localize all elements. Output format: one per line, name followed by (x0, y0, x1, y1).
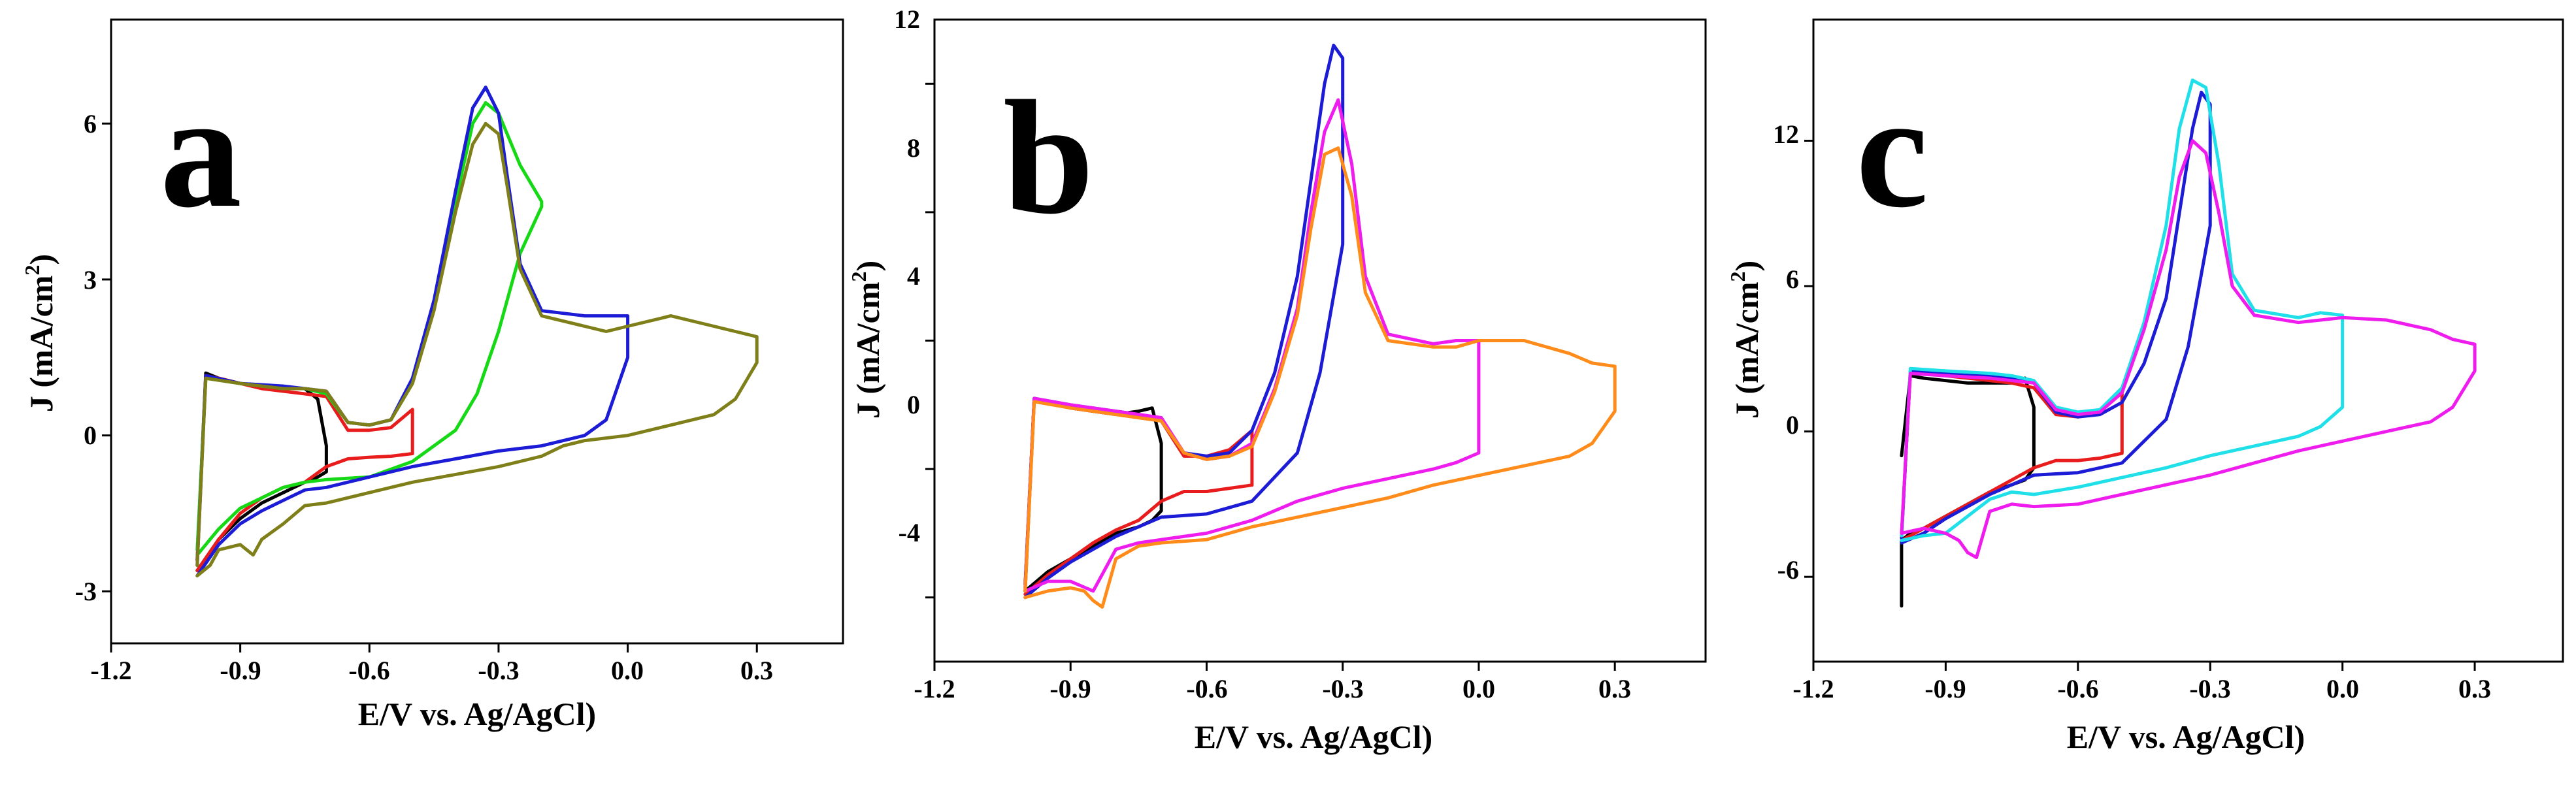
cv-curve-series-5 (1023, 146, 1617, 609)
y-axis-title-tail: ) (850, 261, 886, 272)
y-tick-label: 6 (1786, 265, 1799, 294)
y-axis-title: J (mA/cm2) (20, 254, 59, 412)
x-tick-label: -1.2 (90, 656, 131, 685)
x-axis-title: E/V vs. Ag/AgCl) (2067, 718, 2305, 755)
x-tick-label: 0.0 (1462, 674, 1495, 703)
y-tick-label: -3 (75, 577, 97, 606)
cv-curve-series-5 (195, 121, 759, 577)
curve-group (1900, 78, 2477, 608)
panel-label: c (1856, 61, 1928, 242)
y-axis-title: J (mA/cm2) (847, 261, 886, 419)
panel-label: a (160, 61, 242, 242)
x-tick-label: 0.3 (740, 656, 773, 685)
x-tick-label: 0.3 (1598, 674, 1631, 703)
y-tick-label: 12 (1773, 120, 1799, 149)
y-tick-label: 0 (907, 390, 920, 419)
y-axis-title-superscript: 2 (847, 272, 870, 282)
cv-curve-series-5 (1900, 139, 2477, 559)
panel-a: -1.2 -0.9 -0.6 -0.3 0.0 0.3 -3 0 3 6 E/V… (20, 18, 844, 732)
x-tick-label: -0.9 (1924, 674, 1966, 703)
tick-group (102, 122, 758, 652)
curve-group (195, 86, 759, 577)
cv-curve-series-3 (1900, 90, 2212, 545)
y-axis-title: J (mA/cm2) (1726, 261, 1765, 419)
panel-c: -1.2 -0.9 -0.6 -0.3 0.0 0.3 -6 0 6 12 E/… (1726, 18, 2564, 755)
cv-curve-series-1 (1023, 396, 1163, 593)
y-axis-title-tail: ) (23, 254, 59, 265)
y-axis-title-superscript: 2 (1726, 272, 1749, 282)
panel-label: b (1003, 67, 1094, 248)
x-tick-label: -0.3 (1322, 674, 1363, 703)
tick-group (1804, 139, 2476, 671)
x-tick-label: -0.6 (1186, 674, 1227, 703)
y-tick-label: -6 (1777, 555, 1799, 585)
y-tick-label: 8 (907, 133, 920, 163)
curve-group (1023, 43, 1617, 609)
x-tick-label: -0.3 (2189, 674, 2230, 703)
x-axis-title: E/V vs. Ag/AgCl) (1195, 718, 1432, 755)
x-tick-label: 0.0 (611, 656, 644, 685)
x-tick-label: -0.6 (348, 656, 389, 685)
y-tick-label: 6 (84, 109, 97, 138)
x-tick-label: -0.3 (478, 656, 519, 685)
y-axis-title-main: J (mA/cm (850, 282, 886, 419)
y-tick-label: 3 (84, 265, 97, 295)
y-axis-title-superscript: 2 (20, 265, 44, 276)
y-tick-label: 12 (894, 5, 920, 34)
cv-curve-series-3 (195, 101, 544, 557)
x-tick-label: -1.2 (914, 674, 955, 703)
plot-frame (110, 18, 844, 645)
y-tick-label: 0 (84, 421, 97, 450)
plot-frame (1812, 18, 2564, 663)
y-tick-label: 4 (907, 261, 920, 291)
y-tick-label: -4 (899, 518, 920, 547)
y-axis-title-main: J (mA/cm (23, 276, 59, 413)
y-axis-title-tail: ) (1728, 261, 1765, 272)
tick-group (925, 82, 1616, 671)
y-tick-label: 0 (1786, 410, 1799, 440)
x-axis-title: E/V vs. Ag/AgCl) (358, 696, 596, 732)
panel-b: -1.2 -0.9 -0.6 -0.3 0.0 0.3 -4 0 4 8 12 … (847, 5, 1707, 755)
cv-curve-series-4 (1900, 78, 2345, 542)
y-axis-title-main: J (mA/cm (1728, 282, 1765, 419)
x-tick-label: -0.6 (2057, 674, 2098, 703)
x-tick-label: -1.2 (1792, 674, 1834, 703)
cv-curve-series-2 (1900, 369, 2124, 542)
x-tick-label: 0.3 (2458, 674, 2491, 703)
x-tick-label: 0.0 (2326, 674, 2359, 703)
x-tick-label: -0.9 (220, 656, 261, 685)
x-tick-label: -0.9 (1049, 674, 1091, 703)
